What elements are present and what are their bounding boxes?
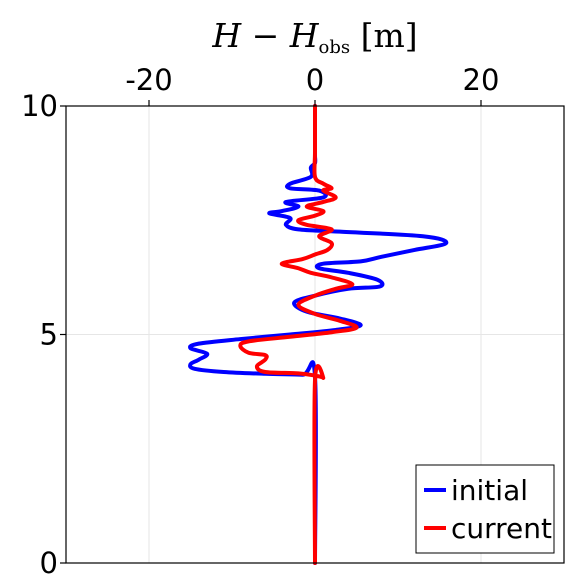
x-tick-label: -20 xyxy=(125,63,172,97)
legend-label-current: current xyxy=(451,512,552,545)
legend-label-initial: initial xyxy=(451,474,528,507)
series-line-initial xyxy=(188,104,449,565)
x-tick-label: 20 xyxy=(463,63,500,97)
y-tick-label: 5 xyxy=(40,318,58,352)
y-tick-label: 0 xyxy=(40,546,58,580)
y-tick-label: 10 xyxy=(21,89,58,123)
x-tick-label: 0 xyxy=(306,63,324,97)
series-layer xyxy=(188,104,449,565)
tick-marks xyxy=(60,100,482,564)
x-axis-label: H − Hobs [m] xyxy=(211,16,417,58)
legend-box xyxy=(415,464,555,554)
tick-labels: -20 0 20 0 5 10 xyxy=(21,63,499,580)
legend: initial current xyxy=(415,464,555,554)
series-line-current xyxy=(238,104,359,565)
